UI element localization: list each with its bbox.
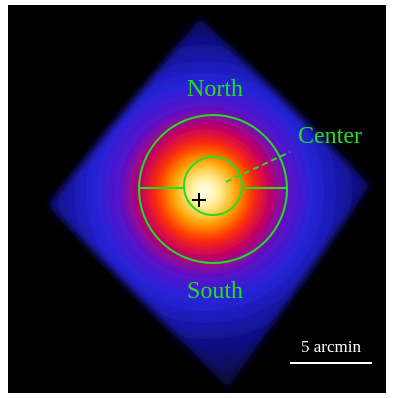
south-label: South — [187, 278, 243, 304]
scale-label: 5 arcmin — [301, 337, 361, 356]
north-label: North — [187, 76, 243, 102]
center-label: Center — [298, 123, 362, 149]
page: North Center South 5 arcmin (() => { con… — [0, 0, 394, 398]
xray-image: North Center South 5 arcmin — [0, 0, 394, 398]
